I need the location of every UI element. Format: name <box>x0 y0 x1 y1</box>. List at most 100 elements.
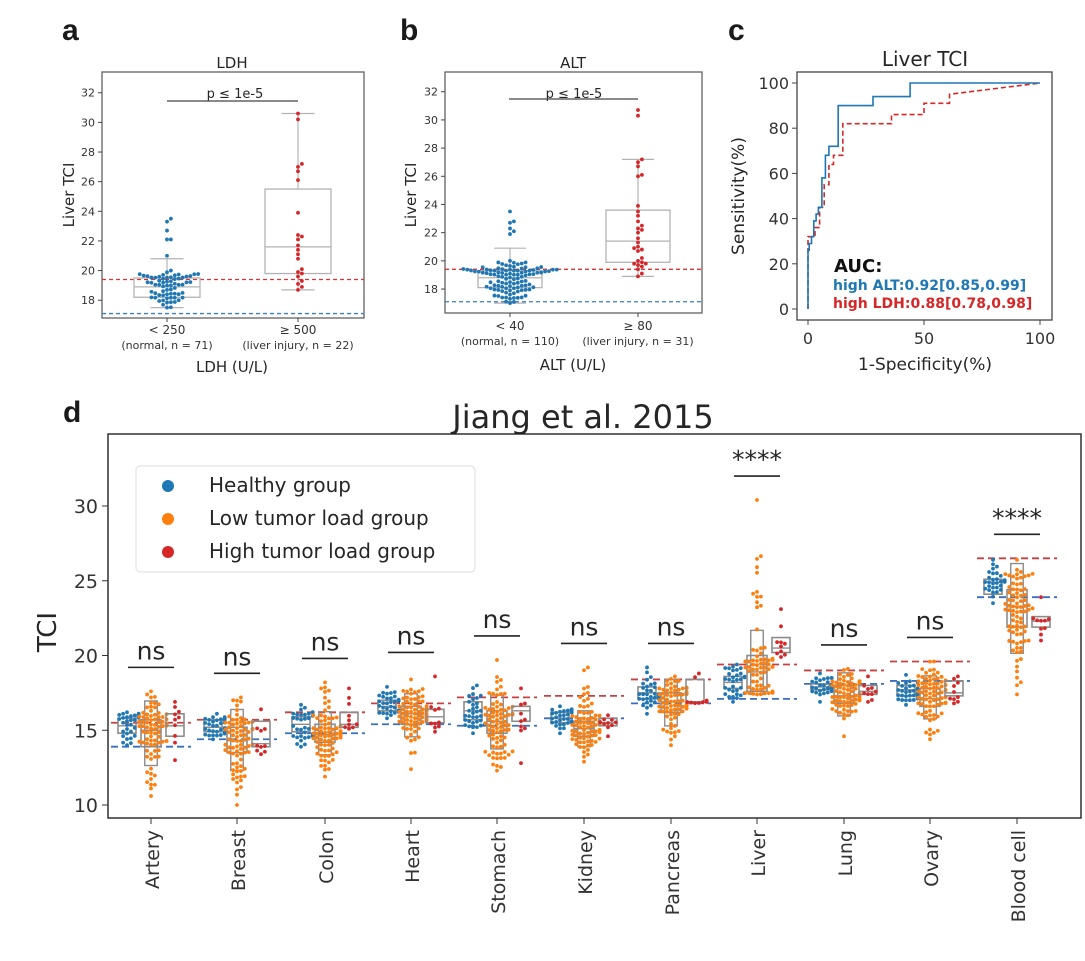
data-point-low <box>491 724 496 729</box>
x-tick-label: Lung <box>835 830 857 876</box>
data-point-healthy <box>471 697 475 702</box>
data-point-low <box>145 754 150 759</box>
data-point-low <box>334 715 339 720</box>
data-point-low <box>238 716 243 720</box>
data-point-healthy <box>214 729 219 734</box>
y-tick-label: 32 <box>424 86 438 99</box>
data-point-low <box>920 702 925 706</box>
data-point-low <box>751 591 756 596</box>
data-point-low <box>1015 576 1019 581</box>
panel-d-legend: Healthy group Low tumor load group High … <box>135 465 476 573</box>
data-point-low <box>242 745 247 750</box>
data-point-healthy <box>991 581 995 586</box>
panel-a-cat-1-sublabel: (liver injury, n = 22) <box>242 339 353 352</box>
data-point-blue <box>149 280 154 285</box>
data-point-low <box>412 690 417 695</box>
data-point-blue <box>168 275 173 280</box>
data-point-low <box>669 686 673 691</box>
data-point-low <box>657 704 662 709</box>
data-point-low <box>928 659 932 664</box>
data-point-healthy <box>132 718 137 722</box>
data-point-low <box>1007 608 1012 613</box>
data-point-healthy <box>907 698 912 703</box>
data-point-low <box>585 721 590 726</box>
data-point-healthy <box>388 704 393 709</box>
data-point-healthy <box>214 718 219 723</box>
data-point-blue <box>500 289 505 293</box>
y-tick-label: 28 <box>424 142 438 155</box>
data-point-blue <box>519 270 524 275</box>
data-point-high <box>259 707 263 712</box>
data-point-blue <box>184 280 189 285</box>
data-point-low <box>1015 582 1019 587</box>
data-point-healthy <box>302 736 307 740</box>
data-point-healthy <box>641 697 646 702</box>
data-point-healthy <box>991 562 995 567</box>
data-point-low <box>152 731 157 736</box>
data-point-red <box>639 264 644 269</box>
data-point-blue <box>496 283 501 288</box>
data-point-low <box>853 701 858 706</box>
data-point-healthy <box>731 675 735 680</box>
data-point-low <box>495 726 499 731</box>
y-tick-label: 20 <box>769 255 789 274</box>
data-point-high <box>343 725 348 730</box>
data-point-low <box>916 711 921 716</box>
data-point-blue <box>165 283 169 288</box>
data-point-healthy <box>211 715 215 720</box>
data-point-low <box>401 716 406 720</box>
data-point-low <box>246 736 251 741</box>
data-point-blue <box>519 261 524 266</box>
data-point-low <box>323 763 327 768</box>
data-point-red <box>639 223 644 228</box>
x-tick-label: Pancreas <box>662 830 684 915</box>
data-point-low <box>156 720 161 725</box>
data-point-low <box>412 720 417 725</box>
data-point-red <box>299 234 304 239</box>
data-point-red <box>299 271 304 276</box>
data-point-low <box>483 712 488 717</box>
panel-a-title: LDH <box>216 54 247 72</box>
data-point-blue <box>504 268 509 273</box>
data-point-low <box>242 733 247 737</box>
data-point-low <box>916 674 921 678</box>
data-point-low <box>323 722 327 727</box>
data-point-low <box>160 719 165 724</box>
data-point-low <box>755 570 759 575</box>
data-point-low <box>502 714 507 719</box>
data-point-low <box>323 774 327 779</box>
data-point-healthy <box>385 701 389 706</box>
y-tick-label: 30 <box>74 496 98 518</box>
data-point-low <box>593 713 598 718</box>
data-point-red <box>296 282 300 286</box>
data-point-healthy <box>561 722 566 727</box>
data-point-low <box>762 665 767 670</box>
data-point-low <box>231 745 236 750</box>
data-point-low <box>141 729 146 734</box>
data-point-low <box>589 729 594 734</box>
data-point-low <box>235 721 239 726</box>
data-point-healthy <box>731 699 735 704</box>
data-point-low <box>838 704 843 708</box>
data-point-red <box>299 279 304 283</box>
data-point-low <box>495 756 499 761</box>
data-point-healthy <box>994 571 999 576</box>
data-point-healthy <box>991 577 995 582</box>
data-point-low <box>589 733 594 738</box>
data-point-low <box>491 728 496 733</box>
data-point-low <box>582 731 586 736</box>
data-point-low <box>751 691 756 696</box>
data-point-low <box>412 707 417 712</box>
data-point-low <box>1018 575 1023 580</box>
data-point-high <box>522 701 527 706</box>
data-point-low <box>397 714 402 719</box>
significance-label: ns <box>570 612 599 641</box>
data-point-low <box>401 689 406 693</box>
data-point-red <box>639 260 644 265</box>
data-point-high <box>869 698 874 702</box>
data-point-high <box>519 702 523 707</box>
data-point-low <box>755 565 759 570</box>
data-point-red <box>643 261 648 266</box>
data-point-blue <box>508 288 512 293</box>
